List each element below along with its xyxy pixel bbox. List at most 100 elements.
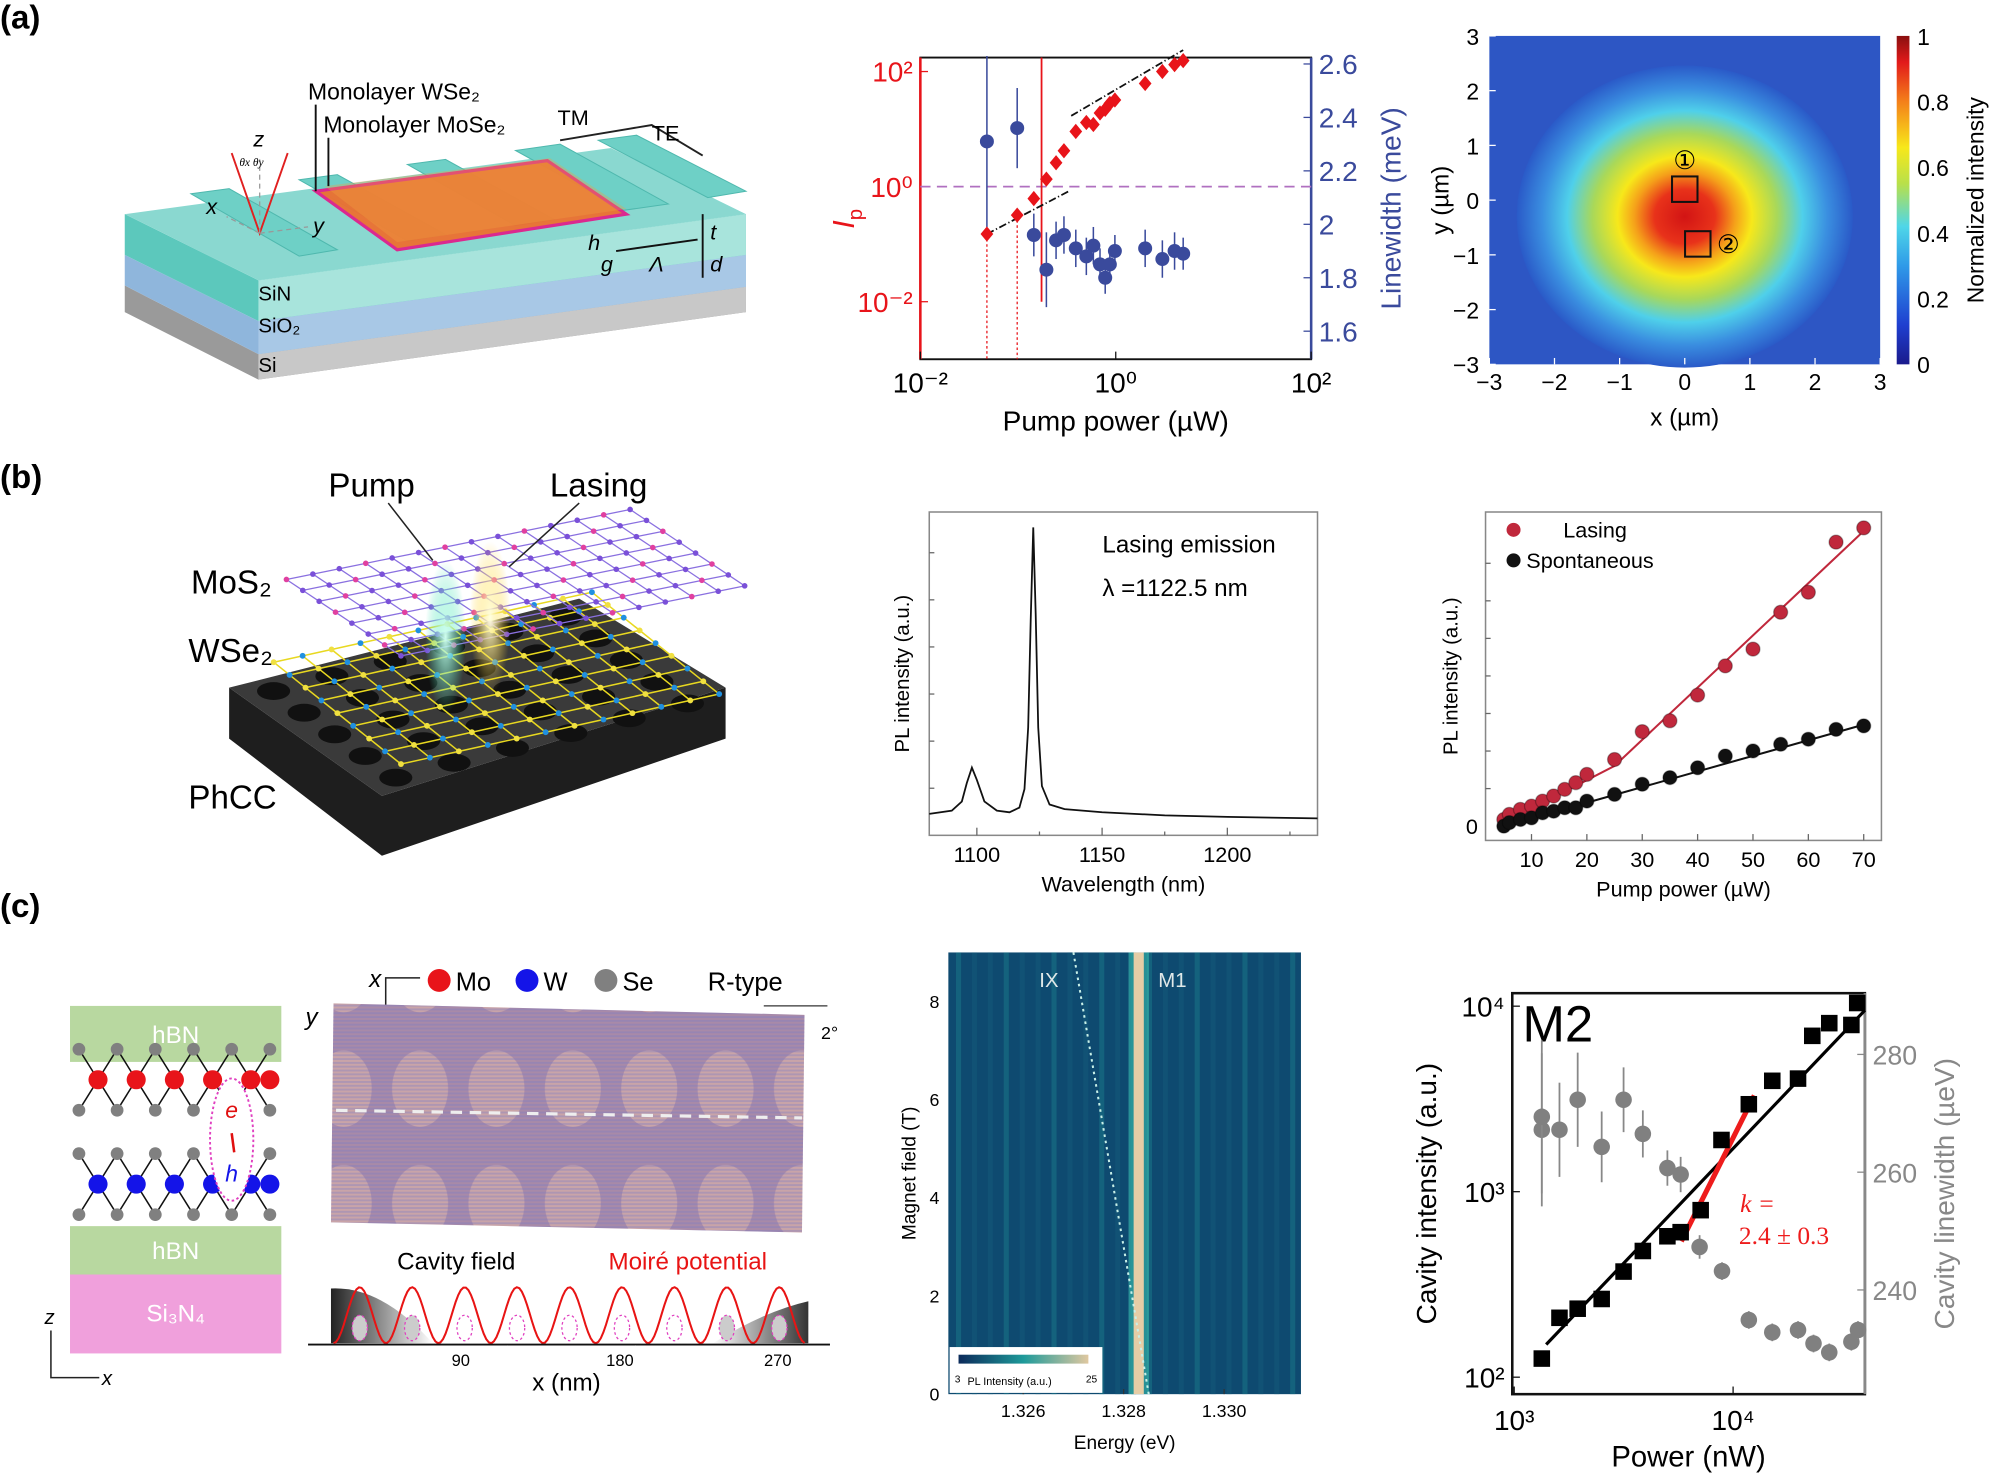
data-point-spontaneous — [1568, 800, 1584, 816]
data-point-spontaneous — [1606, 786, 1623, 803]
bond — [351, 622, 369, 635]
bond — [623, 617, 641, 631]
bond — [355, 573, 383, 581]
bond — [506, 628, 534, 635]
y-tick-label: 2 — [1466, 79, 1479, 105]
linewidth-point — [1672, 1166, 1689, 1183]
cavity-field-plot: 90 180 270 — [308, 1286, 830, 1370]
bond — [645, 686, 675, 695]
label-wse2-b: WSe₂ — [188, 633, 273, 670]
linewidth-point — [1102, 257, 1117, 272]
atom — [578, 640, 585, 647]
bond — [444, 541, 472, 548]
linewidth-point — [1107, 244, 1122, 259]
atom — [405, 566, 412, 572]
bond — [583, 546, 601, 559]
atom — [302, 684, 309, 691]
label-angle: 2° — [821, 1023, 838, 1043]
se-atom — [187, 1208, 200, 1222]
plot-frame — [1484, 511, 1883, 842]
y-tick-label: 0 — [930, 1385, 940, 1405]
label-y: y — [311, 213, 325, 238]
bond — [404, 611, 422, 624]
atom — [468, 538, 475, 545]
bond — [648, 590, 666, 603]
atom — [571, 722, 578, 729]
x-tick-label: 1.330 — [1202, 1401, 1247, 1421]
atom — [536, 665, 543, 672]
legend-label: Se — [622, 969, 653, 997]
fit-line-linear — [1545, 1009, 1867, 1346]
linewidth-point — [1039, 262, 1054, 277]
x-tick-label: 10⁴ — [1712, 1405, 1755, 1436]
label-phcc: PhCC — [188, 780, 276, 817]
bond — [426, 718, 457, 727]
y-left-label-sub: p — [845, 209, 867, 220]
bond — [642, 661, 659, 676]
spectral-streak — [1083, 952, 1089, 1395]
atom — [382, 748, 388, 755]
atom — [554, 550, 560, 556]
bond — [594, 616, 624, 625]
atom — [352, 576, 359, 583]
bond — [691, 590, 719, 598]
bond — [552, 648, 570, 663]
atom — [676, 539, 683, 545]
bond — [619, 525, 637, 538]
bond — [584, 674, 602, 689]
linewidth-point — [1155, 252, 1170, 267]
exciton-arrow — [230, 1133, 236, 1153]
moire-cut-line — [336, 1108, 802, 1120]
intensity-point — [1740, 1095, 1758, 1113]
y-right-tick-label: 2.2 — [1319, 156, 1358, 187]
bond — [665, 596, 692, 603]
bond — [530, 557, 548, 570]
atom — [418, 659, 425, 666]
colorbar-tick-label: 0.4 — [1917, 221, 1949, 247]
spectral-streak — [1067, 952, 1073, 1395]
se-atom — [72, 1208, 86, 1222]
atom — [597, 684, 604, 691]
ix-label: IX — [1039, 970, 1059, 992]
atom — [603, 582, 609, 589]
atom — [464, 582, 471, 589]
bond — [613, 661, 643, 670]
bond — [573, 557, 601, 565]
y-right-tick-label: 2.4 — [1319, 103, 1358, 134]
atom — [315, 665, 322, 672]
linewidth-point — [1176, 246, 1191, 261]
bond — [321, 693, 351, 702]
y-tick-label: 8 — [930, 992, 940, 1012]
atom — [643, 517, 650, 524]
bond — [410, 706, 441, 714]
label-sin: SiN — [258, 284, 291, 306]
plot-frame — [928, 511, 1319, 837]
metal-atom — [260, 1174, 280, 1194]
bond — [500, 718, 530, 727]
x-axis-label: Pump power (µW) — [1596, 876, 1771, 901]
label-x: x — [205, 194, 218, 219]
atom — [336, 565, 343, 572]
spectral-streak — [1242, 952, 1248, 1395]
atom — [600, 716, 607, 723]
atom — [328, 646, 335, 653]
charts: 10⁻² 10⁰ 10² 10⁻² 10⁰ 10² 1.6 1.8 2 2.2 2.4 2.6 Pump… — [827, 24, 1988, 1474]
bond — [555, 680, 573, 695]
bond — [546, 568, 564, 581]
atom — [405, 678, 412, 685]
bond — [319, 595, 346, 602]
bond — [418, 552, 436, 565]
data-point-lasing — [1800, 584, 1816, 600]
spectral-streak — [1051, 952, 1057, 1395]
x-axis-label: Pump power (µW) — [1003, 406, 1229, 437]
bond — [520, 568, 548, 576]
se-atom — [72, 1147, 86, 1160]
se-atom — [225, 1042, 239, 1056]
atom — [389, 555, 395, 561]
bond — [442, 731, 472, 740]
y-right-axis-label: Cavity linewidth (µeV) — [1929, 1058, 1960, 1329]
bond — [632, 706, 662, 714]
metal-atom — [164, 1174, 184, 1194]
spectral-streak — [1003, 952, 1009, 1395]
atom — [687, 697, 694, 704]
